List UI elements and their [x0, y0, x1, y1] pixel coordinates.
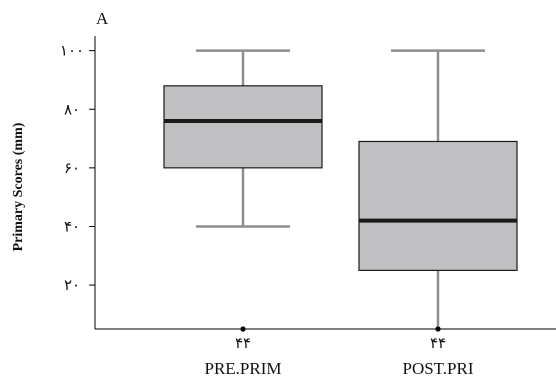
sample-count-label: ۴۴: [235, 334, 251, 352]
y-tick-label: ۶٠: [64, 159, 80, 177]
y-axis-title: Primary Scores (mm): [11, 122, 26, 251]
box-iqr: [163, 85, 323, 169]
panel-label: A: [96, 9, 109, 28]
box-iqr: [358, 140, 518, 271]
box-pre-prim: [163, 49, 323, 228]
sample-count-label: ۴۴: [430, 334, 446, 352]
x-tick-dot: [435, 326, 441, 332]
y-tick-label: ٨٠: [64, 100, 80, 118]
category-label: PRE.PRIM: [205, 359, 282, 378]
box-post-pri: [358, 49, 518, 329]
x-tick-dot: [240, 326, 246, 332]
y-tick-label: ١٠٠: [60, 42, 84, 60]
category-label: POST.PRI: [402, 359, 473, 378]
y-tick-label: ۴٠: [64, 217, 80, 235]
y-tick-label: ٢٠: [64, 276, 80, 294]
